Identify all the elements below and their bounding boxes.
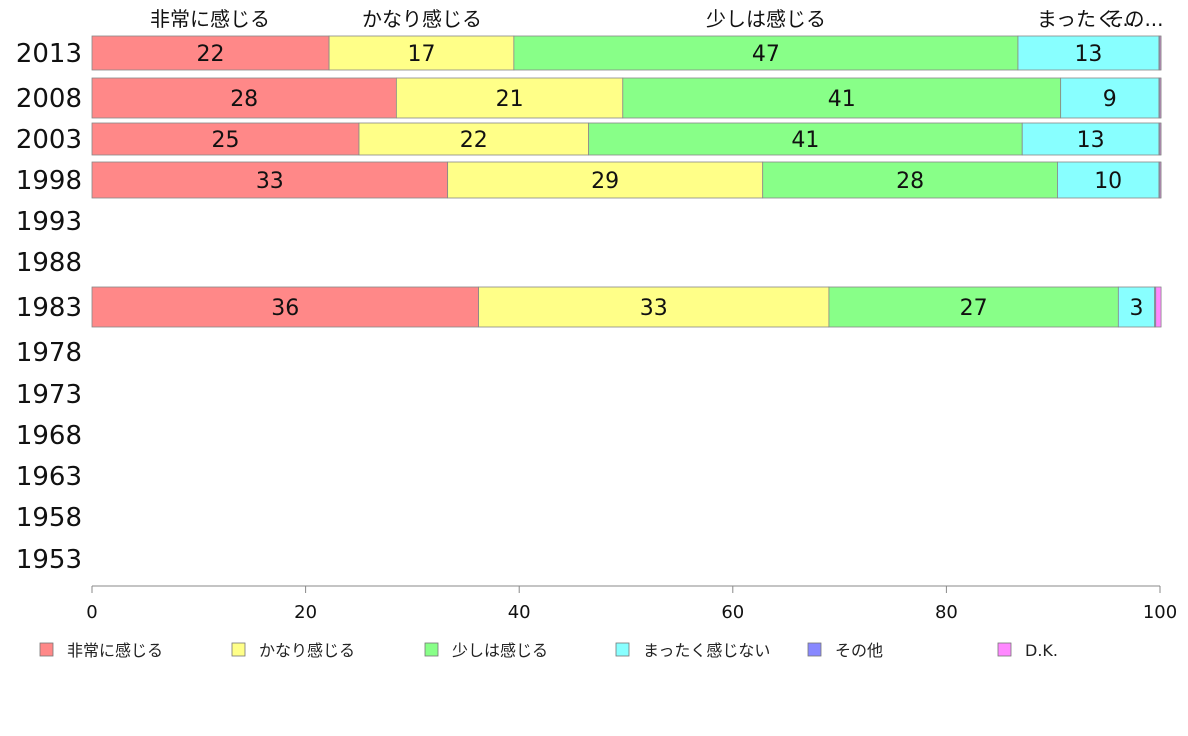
legend-swatch	[39, 642, 54, 657]
category-top-label: 非常に感じる	[150, 7, 270, 31]
data-label: 21	[496, 87, 524, 112]
y-tick-label: 1978	[16, 338, 82, 368]
data-label: 22	[460, 128, 488, 153]
bar-segment	[1159, 77, 1162, 119]
legend-label: 非常に感じる	[67, 641, 163, 660]
y-tick-label: 1993	[16, 207, 82, 237]
data-label: 41	[791, 128, 819, 153]
data-label: 25	[212, 128, 240, 153]
bar-segment	[91, 77, 397, 119]
bar-segment	[91, 35, 330, 71]
category-top-label: 少しは感じる	[706, 7, 826, 31]
bar-segment	[91, 161, 449, 199]
legend-swatch	[807, 642, 822, 657]
x-tick-label: 100	[1143, 602, 1177, 623]
x-tick-label: 40	[508, 602, 531, 623]
category-top-label: その...	[1104, 7, 1163, 31]
y-tick-label: 1968	[16, 421, 82, 451]
category-top-label: まったく...	[1037, 7, 1135, 31]
bar-segment	[395, 77, 624, 119]
data-label: 22	[197, 42, 225, 67]
x-tick-label: 20	[294, 602, 317, 623]
bar-segment	[622, 77, 1062, 119]
legend-label: その他	[835, 641, 883, 660]
bar-segment	[1021, 122, 1160, 156]
y-tick-label: 2013	[16, 39, 82, 69]
bar-segment	[1117, 286, 1156, 328]
category-top-label: かなり感じる	[362, 7, 482, 31]
y-tick-label: 1953	[16, 545, 82, 575]
legend-swatch	[231, 642, 246, 657]
y-tick-label: 1988	[16, 248, 82, 278]
legend-label: 少しは感じる	[452, 641, 548, 660]
legend-label: かなり感じる	[259, 641, 355, 660]
legend-swatch	[424, 642, 439, 657]
data-label: 36	[271, 296, 299, 321]
x-tick-label: 80	[935, 602, 958, 623]
data-label: 47	[752, 42, 780, 67]
bar-segment	[1159, 161, 1162, 199]
data-label: 28	[896, 169, 924, 194]
data-label: 27	[960, 296, 988, 321]
bar-segment	[478, 286, 830, 328]
bar-segment	[1159, 35, 1162, 71]
data-label: 13	[1074, 42, 1102, 67]
bar-segment	[447, 161, 764, 199]
bar-segment	[1159, 122, 1162, 156]
legend-label: D.K.	[1025, 641, 1058, 660]
x-tick-label: 60	[721, 602, 744, 623]
data-label: 9	[1103, 87, 1117, 112]
data-label: 41	[828, 87, 856, 112]
bar-segment	[91, 122, 360, 156]
x-tick-label: 0	[86, 602, 97, 623]
data-label: 13	[1077, 128, 1105, 153]
data-label: 33	[640, 296, 668, 321]
legend-label: まったく感じない	[643, 641, 770, 660]
data-label: 3	[1130, 296, 1144, 321]
y-tick-label: 1958	[16, 503, 82, 533]
bar-segment	[1155, 286, 1162, 328]
bar-segment	[588, 122, 1023, 156]
bar-segment	[91, 286, 480, 328]
bar-segment	[1017, 35, 1160, 71]
bar-segment	[328, 35, 515, 71]
bar-segment	[762, 161, 1058, 199]
data-label: 29	[591, 169, 619, 194]
y-tick-label: 1983	[16, 293, 82, 323]
y-tick-label: 2003	[16, 125, 82, 155]
bar-segment	[1060, 77, 1160, 119]
legend-swatch	[997, 642, 1012, 657]
bar-segment	[828, 286, 1119, 328]
y-tick-label: 2008	[16, 84, 82, 114]
bar-segment	[513, 35, 1019, 71]
y-tick-label: 1998	[16, 166, 82, 196]
data-label: 17	[407, 42, 435, 67]
data-label: 28	[230, 87, 258, 112]
bar-segment	[1057, 161, 1160, 199]
y-tick-label: 1973	[16, 380, 82, 410]
data-label: 33	[256, 169, 284, 194]
legend-swatch	[615, 642, 630, 657]
data-label: 10	[1094, 169, 1122, 194]
y-tick-label: 1963	[16, 462, 82, 492]
